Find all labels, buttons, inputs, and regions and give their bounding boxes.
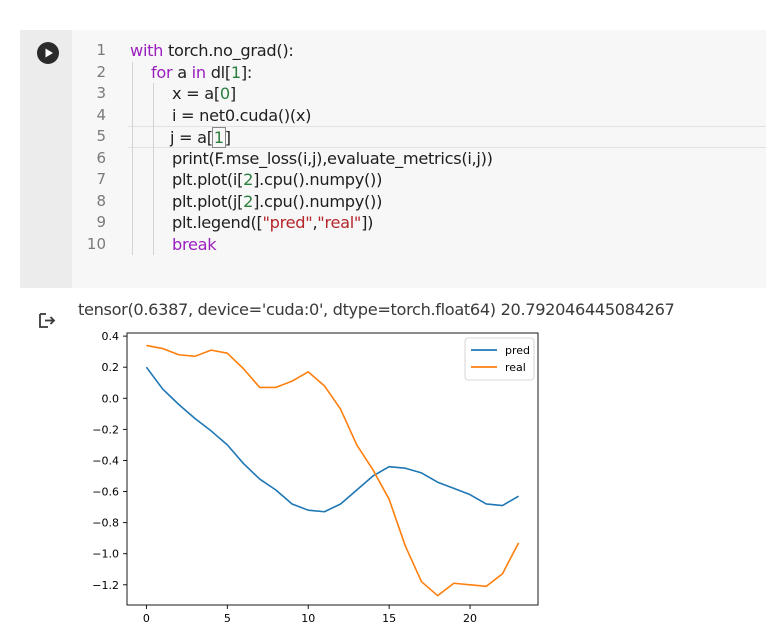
code-line[interactable]: i = net0.cuda()(x) (172, 105, 312, 125)
line-number: 2 (96, 62, 106, 81)
series-line-real (146, 344, 520, 597)
x-tick-label: 0 (143, 612, 150, 625)
line-number: 4 (96, 105, 106, 124)
code-line[interactable]: j = a[1] (128, 126, 766, 148)
code-editor[interactable]: 1 2 3 4 5 6 7 8 9 10 with torch.no_grad():for a i… (20, 30, 766, 288)
line-numbers: 1 2 3 4 5 6 7 8 9 10 (72, 40, 106, 255)
indent-guide (153, 83, 154, 255)
code-line[interactable]: print(F.mse_loss(i,j),evaluate_metrics(i… (172, 148, 493, 168)
code-line[interactable]: plt.legend(["pred","real"]) (172, 213, 374, 232)
notebook-cell: 1 2 3 4 5 6 7 8 9 10 with torch.no_grad():for a i… (20, 30, 766, 633)
line-number: 10 (86, 234, 106, 253)
legend-label-pred: pred (505, 344, 530, 357)
run-cell-button[interactable] (37, 42, 59, 64)
legend-label-real: real (505, 361, 526, 374)
y-tick-label: 0.0 (102, 392, 120, 405)
code-line[interactable]: break (172, 234, 217, 254)
y-tick-label: −0.8 (92, 517, 119, 530)
output-text: tensor(0.6387, device='cuda:0', dtype=to… (78, 300, 675, 319)
series-line-pred (145, 366, 519, 513)
plot-frame (126, 332, 539, 606)
y-tick-label: −0.2 (92, 423, 119, 436)
y-tick-label: −0.6 (92, 486, 119, 499)
legend-box (464, 337, 535, 381)
line-number: 1 (96, 41, 106, 59)
code-line[interactable]: with torch.no_grad(): (130, 41, 294, 60)
code-line[interactable]: for a in dl[1]: (151, 62, 253, 82)
line-number: 3 (96, 84, 106, 102)
line-number: 9 (96, 213, 106, 231)
y-tick-label: −1.2 (92, 579, 119, 592)
indent-guide (132, 61, 133, 255)
line-number: 7 (96, 170, 106, 188)
y-tick-label: −0.4 (92, 454, 119, 467)
output-redirect-icon[interactable] (38, 311, 58, 334)
line-number: 6 (96, 148, 106, 167)
x-tick-label: 15 (382, 612, 396, 625)
line-number: 8 (96, 191, 106, 210)
y-tick-label: 0.4 (102, 330, 120, 343)
play-icon (45, 48, 53, 58)
y-tick-label: −1.0 (92, 548, 119, 561)
code-line[interactable]: plt.plot(j[2].cpu().numpy()) (172, 191, 383, 211)
x-tick-label: 10 (301, 612, 315, 625)
x-tick-label: 20 (463, 612, 477, 625)
code-lines[interactable]: with torch.no_grad():for a in dl[1]: x = … (128, 40, 766, 255)
code-line[interactable]: plt.plot(i[2].cpu().numpy()) (172, 170, 383, 189)
y-tick-label: 0.2 (102, 361, 120, 374)
code-line[interactable]: x = a[0] (172, 84, 236, 103)
line-number: 5 (96, 127, 106, 145)
cell-gutter (20, 30, 72, 288)
x-tick-label: 5 (224, 612, 231, 625)
